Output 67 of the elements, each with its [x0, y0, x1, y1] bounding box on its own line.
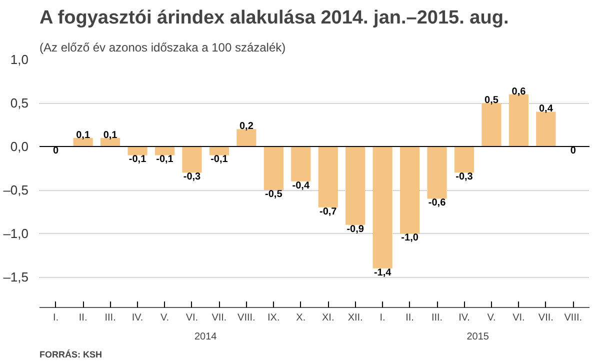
- x-tick-label: VIII.: [238, 312, 256, 324]
- x-tick-label: IX.: [268, 312, 280, 324]
- data-label: -1,0: [401, 232, 419, 244]
- x-tick-label: VIII.: [564, 312, 582, 324]
- data-label: -0,3: [183, 172, 202, 183]
- y-tick-label: 0,0: [10, 139, 29, 154]
- bar: [482, 103, 502, 147]
- data-label: -0,5: [265, 189, 283, 200]
- data-label: -0,1: [210, 154, 228, 166]
- x-tick-label: III.: [431, 312, 443, 324]
- data-label: -0,7: [320, 206, 338, 218]
- text: 2014: [194, 332, 218, 342]
- x-tick-label: III.: [104, 312, 116, 324]
- x-tick-label: VI.: [512, 312, 525, 324]
- bar: [454, 146, 474, 173]
- bar: [236, 129, 256, 147]
- data-label: -0,1: [156, 154, 174, 166]
- x-tick-label: VII.: [212, 312, 227, 324]
- y-tick-label: 1,0: [10, 52, 29, 67]
- data-label: 0,2: [239, 121, 254, 132]
- data-label: 0,5: [484, 95, 499, 106]
- data-label: 0,4: [538, 104, 554, 115]
- x-tick-label: II.: [406, 312, 414, 324]
- x-tick-label: XI.: [322, 312, 334, 324]
- data-label: -0,6: [428, 198, 446, 209]
- y-tick-label: –1,0: [3, 226, 29, 242]
- x-tick-label: IV.: [458, 312, 470, 324]
- bar: [264, 146, 284, 190]
- bar: [372, 146, 392, 268]
- y-tick-label: 0,5: [10, 96, 29, 111]
- x-tick-label: V.: [487, 312, 496, 324]
- text: FORRÁS: KSH: [40, 350, 102, 360]
- data-label: -0,4: [292, 180, 310, 192]
- data-label: -0,9: [346, 224, 364, 235]
- x-tick-label: XII.: [348, 312, 363, 324]
- data-label: -1,4: [374, 267, 392, 278]
- bar: [128, 146, 148, 156]
- y-tick-label: –1,5: [3, 270, 29, 285]
- data-label: 0,1: [76, 130, 90, 141]
- x-tick-label: I.: [53, 312, 59, 324]
- x-tick-label: I.: [380, 312, 386, 324]
- bar: [536, 112, 556, 147]
- bar: [400, 146, 420, 234]
- data-label: 0,1: [103, 130, 118, 141]
- text: 2015: [466, 332, 490, 342]
- x-tick-label: IV.: [132, 312, 144, 324]
- chart-subtitle: (Az előző év azonos időszaka a 100 százalék): [40, 40, 286, 54]
- data-label: -0,1: [128, 154, 147, 166]
- bar: [154, 146, 175, 156]
- x-tick-label: V.: [160, 312, 170, 324]
- data-label: -0,3: [456, 172, 474, 183]
- bar: [427, 146, 447, 199]
- x-tick-label: VI.: [186, 312, 198, 324]
- bar: [346, 146, 366, 225]
- bar: [318, 146, 338, 208]
- bar: [209, 146, 230, 156]
- data-label: 0,6: [512, 86, 526, 98]
- bar: [291, 146, 311, 182]
- x-tick-label: X.: [296, 312, 306, 324]
- chart-title: A fogyasztói árindex alakulása 2014. jan.–2015. aug.: [40, 8, 509, 28]
- x-tick-label: II.: [78, 312, 88, 324]
- bar: [73, 138, 93, 147]
- bar: [100, 138, 120, 147]
- bar: [508, 94, 529, 147]
- y-tick-label: –0,5: [3, 182, 29, 198]
- x-tick-label: VII.: [538, 312, 554, 324]
- bar: [182, 146, 202, 173]
